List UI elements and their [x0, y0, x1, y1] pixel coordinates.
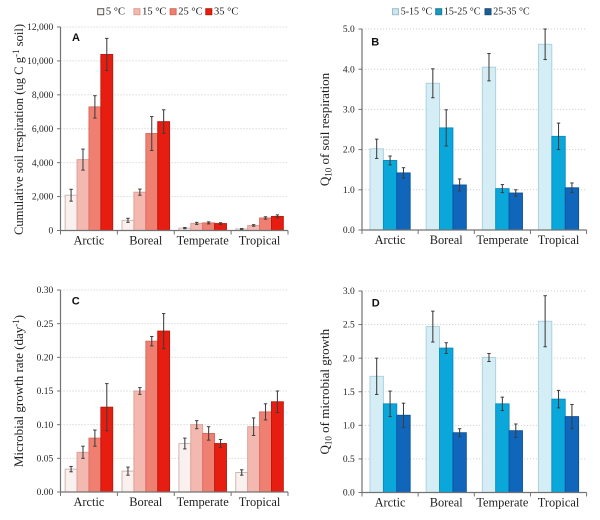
svg-text:2,000: 2,000	[32, 193, 54, 203]
svg-text:C: C	[72, 295, 80, 307]
svg-text:0.25: 0.25	[37, 320, 54, 330]
svg-text:0.10: 0.10	[37, 421, 54, 431]
svg-text:8,000: 8,000	[32, 91, 54, 101]
svg-text:0: 0	[48, 227, 53, 237]
svg-text:A: A	[72, 32, 80, 44]
svg-text:Arctic: Arctic	[375, 233, 406, 247]
svg-text:0.15: 0.15	[37, 387, 54, 397]
svg-text:Temperate: Temperate	[177, 495, 230, 509]
svg-text:Temperate: Temperate	[476, 496, 529, 510]
svg-text:Tropical: Tropical	[538, 496, 580, 510]
svg-text:2.0: 2.0	[343, 146, 355, 156]
svg-text:15-25 °C: 15-25 °C	[444, 7, 481, 18]
svg-text:Microbial growth rate (day-1): Microbial growth rate (day-1)	[11, 315, 26, 467]
svg-text:25-35 °C: 25-35 °C	[493, 7, 530, 18]
svg-text:Temperate: Temperate	[177, 234, 230, 248]
svg-text:4.0: 4.0	[343, 65, 355, 75]
svg-text:0.00: 0.00	[37, 488, 54, 498]
svg-text:0.5: 0.5	[343, 455, 355, 465]
svg-text:Cumulative soil respiration (u: Cumulative soil respiration (ug C g-1 so…	[11, 24, 26, 235]
svg-text:B: B	[371, 36, 379, 48]
svg-text:0.20: 0.20	[37, 353, 54, 363]
svg-text:Q10 of soil respiration: Q10 of soil respiration	[317, 72, 334, 186]
svg-text:35 °C: 35 °C	[214, 7, 238, 18]
svg-text:0.05: 0.05	[37, 454, 54, 464]
svg-text:1.5: 1.5	[343, 388, 355, 398]
svg-text:5 °C: 5 °C	[106, 7, 125, 18]
svg-text:Arctic: Arctic	[73, 234, 104, 248]
svg-text:3.0: 3.0	[343, 287, 355, 297]
svg-text:6,000: 6,000	[32, 125, 54, 135]
svg-text:D: D	[372, 297, 380, 309]
svg-text:Boreal: Boreal	[129, 495, 163, 509]
svg-text:25 °C: 25 °C	[178, 7, 202, 18]
svg-text:Tropical: Tropical	[239, 495, 281, 509]
svg-text:Arctic: Arctic	[375, 496, 406, 510]
svg-text:Boreal: Boreal	[430, 233, 464, 247]
svg-text:5-15 °C: 5-15 °C	[401, 7, 433, 18]
svg-text:3.0: 3.0	[343, 106, 355, 116]
svg-text:0.0: 0.0	[343, 489, 355, 499]
svg-text:Boreal: Boreal	[430, 496, 464, 510]
svg-text:5.0: 5.0	[343, 25, 355, 35]
svg-text:2.5: 2.5	[343, 321, 355, 331]
svg-text:4,000: 4,000	[32, 159, 54, 169]
svg-text:2.0: 2.0	[343, 354, 355, 364]
svg-text:12,000: 12,000	[27, 23, 53, 33]
svg-text:0.0: 0.0	[343, 226, 355, 236]
svg-text:Q10 of microbial growth: Q10 of microbial growth	[317, 328, 334, 454]
svg-text:Tropical: Tropical	[538, 233, 580, 247]
svg-text:1.0: 1.0	[343, 186, 355, 196]
svg-text:10,000: 10,000	[27, 57, 53, 67]
svg-text:Tropical: Tropical	[239, 234, 281, 248]
svg-text:Arctic: Arctic	[73, 495, 104, 509]
svg-text:1.0: 1.0	[343, 421, 355, 431]
svg-text:Boreal: Boreal	[129, 234, 163, 248]
svg-text:15 °C: 15 °C	[142, 7, 166, 18]
svg-text:Temperate: Temperate	[476, 233, 529, 247]
svg-text:0.30: 0.30	[37, 286, 54, 296]
